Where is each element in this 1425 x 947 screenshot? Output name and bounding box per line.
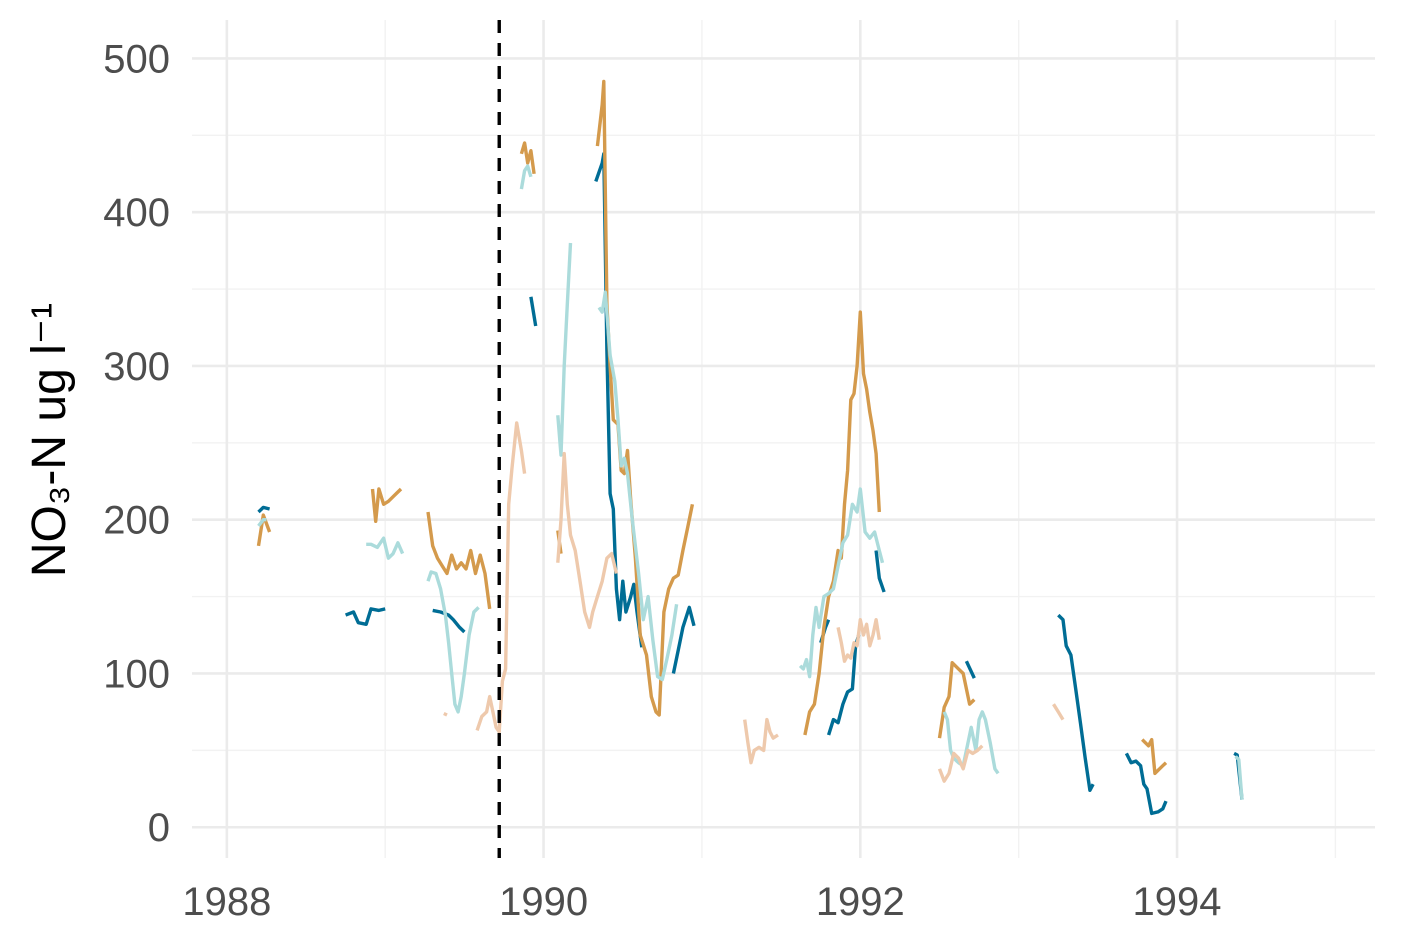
series-4-line-segment <box>556 451 619 630</box>
y-tick-label: 0 <box>148 806 170 850</box>
y-tick-label: 500 <box>103 37 170 81</box>
series-1-line-segment <box>1057 613 1095 792</box>
series-2-line-segment <box>803 310 881 736</box>
series-2-line-segment <box>1141 737 1168 776</box>
y-tick-label: 100 <box>103 652 170 696</box>
series-4-line-segment <box>443 711 448 717</box>
series-3-line-segment <box>1234 755 1244 800</box>
series-3-line-segment <box>366 536 405 560</box>
series-1-line-segment <box>1124 752 1168 816</box>
series-4-line-segment <box>836 618 881 663</box>
series-4-line-segment <box>743 717 779 765</box>
series-2-line-segment <box>256 513 272 547</box>
series-2-line-segment <box>370 487 403 523</box>
series-1-line-segment <box>257 505 271 514</box>
series-layer <box>256 79 1244 816</box>
y-tick-label: 300 <box>103 345 170 389</box>
series-3-line-segment <box>519 164 533 190</box>
series-4-line-segment <box>1052 703 1065 721</box>
series-4-line-segment <box>937 744 984 783</box>
x-tick-label: 1990 <box>499 880 588 924</box>
series-3-line-segment <box>798 487 885 679</box>
series-3-line-segment <box>556 242 573 457</box>
series-3-line-segment <box>426 570 480 714</box>
series-1-line-segment <box>529 296 538 327</box>
minor-gridlines <box>192 20 1375 858</box>
series-1-line-segment <box>964 660 976 679</box>
y-tick-label: 200 <box>103 499 170 543</box>
series-4-line-segment <box>475 421 527 734</box>
x-tick-labels: 1988 1990 1992 1994 <box>182 880 1221 924</box>
y-tick-labels: 0 100 200 300 400 500 <box>103 37 170 850</box>
series-2-line-segment <box>426 511 492 610</box>
series-2-line-segment <box>519 141 536 175</box>
x-tick-label: 1992 <box>816 880 905 924</box>
x-tick-label: 1994 <box>1133 880 1222 924</box>
major-gridlines <box>192 20 1375 858</box>
y-axis-title: NO₃-N ug l⁻¹ <box>23 303 76 577</box>
series-1-line-segment <box>432 608 466 634</box>
series-3-line-segment <box>257 518 267 527</box>
series-1-line-segment <box>671 605 696 674</box>
series-1-line-segment <box>344 607 386 626</box>
series-1-line-segment <box>826 634 861 736</box>
x-tick-label: 1988 <box>182 880 271 924</box>
series-3-line-segment <box>597 290 679 682</box>
y-tick-label: 400 <box>103 191 170 235</box>
series-2-line-segment <box>937 661 976 739</box>
series-1-line-segment <box>874 550 886 593</box>
series-3-line-segment <box>942 710 1000 775</box>
